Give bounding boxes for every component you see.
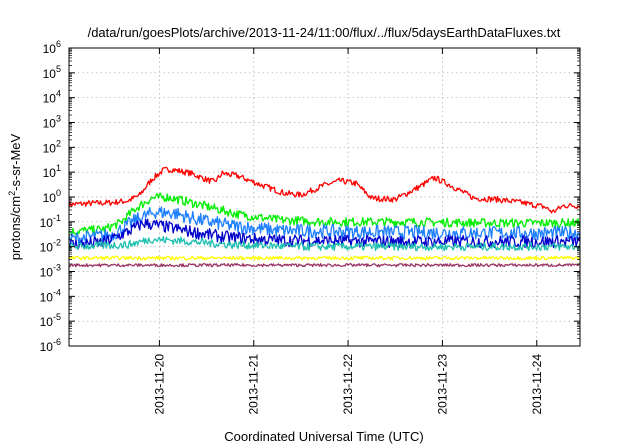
y-tick-label-exponent: 2	[56, 138, 61, 148]
axis-ticks	[69, 47, 580, 347]
y-tick-label: 10-1	[40, 213, 61, 230]
y-axis-label-suffix: -s-sr-MeV	[8, 133, 23, 190]
series-line-6	[69, 255, 580, 261]
x-tick-label: 2013-11-20	[152, 354, 166, 415]
y-tick-label-base: 10	[43, 92, 57, 106]
x-tick-label: 2013-11-24	[530, 354, 544, 415]
y-axis-label: protons/cm2-s-sr-MeV	[7, 133, 23, 260]
y-tick-label-base: 10	[40, 241, 54, 255]
y-tick-label-base: 10	[40, 315, 54, 329]
y-tick-label-base: 10	[43, 42, 57, 56]
y-tick-label-exponent: -3	[53, 263, 61, 273]
y-tick-label-base: 10	[43, 191, 57, 205]
x-tick-label: 2013-11-22	[341, 354, 355, 415]
series-line-2	[69, 192, 580, 236]
y-tick-label-base: 10	[43, 166, 57, 180]
y-tick-label-exponent: 6	[56, 39, 61, 49]
y-tick-label: 106	[43, 39, 61, 56]
x-tick-labels: 2013-11-20 2013-11-21 2013-11-22 2013-11-23…	[152, 354, 543, 415]
grid-lines	[69, 48, 580, 346]
y-tick-label-base: 10	[40, 340, 54, 354]
y-tick-label: 101	[43, 163, 61, 180]
y-tick-label: 10-4	[40, 287, 61, 304]
y-tick-label-exponent: -6	[53, 337, 61, 347]
y-tick-label-base: 10	[43, 117, 57, 131]
y-tick-label: 104	[43, 89, 61, 106]
y-tick-label-exponent: 4	[56, 89, 61, 99]
y-tick-label-exponent: -5	[53, 312, 61, 322]
y-tick-label: 103	[43, 114, 61, 131]
y-tick-label-exponent: -2	[53, 238, 61, 248]
y-tick-label-base: 10	[43, 141, 57, 155]
series-line-7	[69, 263, 580, 268]
x-tick-label: 2013-11-23	[435, 354, 449, 415]
series-line-1	[69, 166, 580, 214]
x-axis-label: Coordinated Universal Time (UTC)	[224, 429, 423, 444]
y-tick-label: 10-5	[40, 312, 61, 329]
y-tick-label-exponent: 0	[56, 188, 61, 198]
y-tick-labels: 10610510410310210110010-110-210-310-410-…	[40, 39, 61, 354]
y-tick-label-base: 10	[40, 290, 54, 304]
y-tick-label: 10-2	[40, 238, 61, 255]
y-tick-label: 10-3	[40, 263, 61, 280]
y-tick-label-base: 10	[40, 216, 54, 230]
y-tick-label: 100	[43, 188, 61, 205]
y-axis-label-superscript: 2	[7, 191, 17, 196]
series-line-5	[69, 235, 580, 252]
y-tick-label-exponent: 1	[56, 163, 61, 173]
y-tick-label-exponent: 5	[56, 64, 61, 74]
y-tick-label-exponent: -4	[53, 287, 61, 297]
y-tick-label-base: 10	[40, 266, 54, 280]
y-tick-label: 102	[43, 138, 61, 155]
chart-title: /data/run/goesPlots/archive/2013-11-24/1…	[88, 25, 561, 40]
y-tick-label: 10-6	[40, 337, 61, 354]
series-group	[69, 166, 580, 268]
y-tick-label: 105	[43, 64, 61, 81]
y-axis-label-prefix: protons/cm	[8, 196, 23, 260]
series-line-3	[69, 206, 580, 246]
y-tick-label-base: 10	[43, 67, 57, 81]
y-tick-label-exponent: -1	[53, 213, 61, 223]
y-tick-label-exponent: 3	[56, 114, 61, 124]
x-tick-label: 2013-11-21	[247, 354, 261, 415]
